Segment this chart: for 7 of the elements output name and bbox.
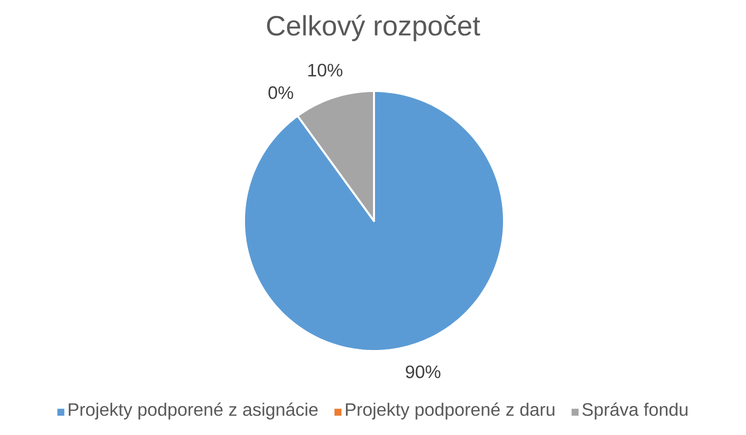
- legend-label: Projekty podporené z asignácie: [68, 402, 318, 420]
- legend-label: Správa fondu: [582, 402, 688, 420]
- chart-title: Celkový rozpočet: [267, 14, 480, 42]
- text: 0%: [268, 86, 294, 100]
- data-label: 90%: [406, 365, 440, 378]
- legend-label: Projekty podporené z daru: [346, 402, 554, 420]
- data-label: 10%: [308, 64, 342, 77]
